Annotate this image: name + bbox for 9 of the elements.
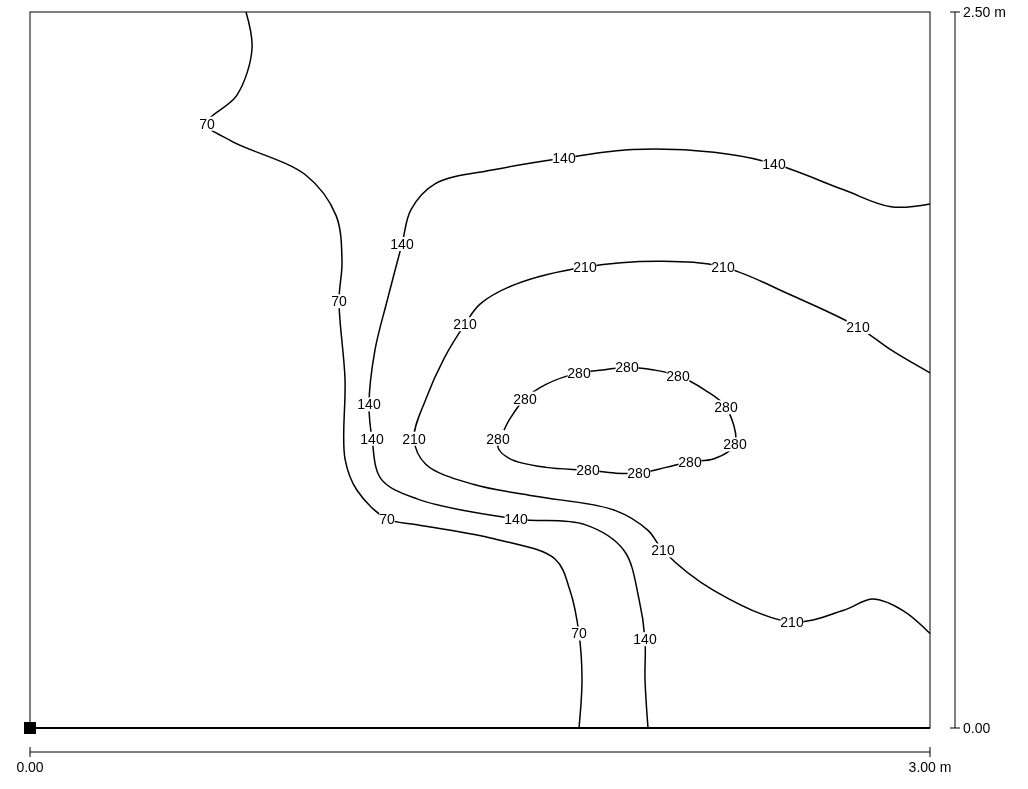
annotation: 280 bbox=[486, 430, 510, 447]
annotation: 70 bbox=[379, 510, 395, 527]
x-tick-label: 3.00 m bbox=[908, 759, 952, 775]
annotation: 70 bbox=[331, 293, 347, 310]
annotation: 70 bbox=[199, 115, 215, 132]
annotation: 140 bbox=[357, 396, 381, 413]
annotation: 70 bbox=[571, 625, 587, 642]
annotation: 140 bbox=[390, 235, 414, 252]
y-tick-label: 2.50 m bbox=[963, 4, 1006, 20]
